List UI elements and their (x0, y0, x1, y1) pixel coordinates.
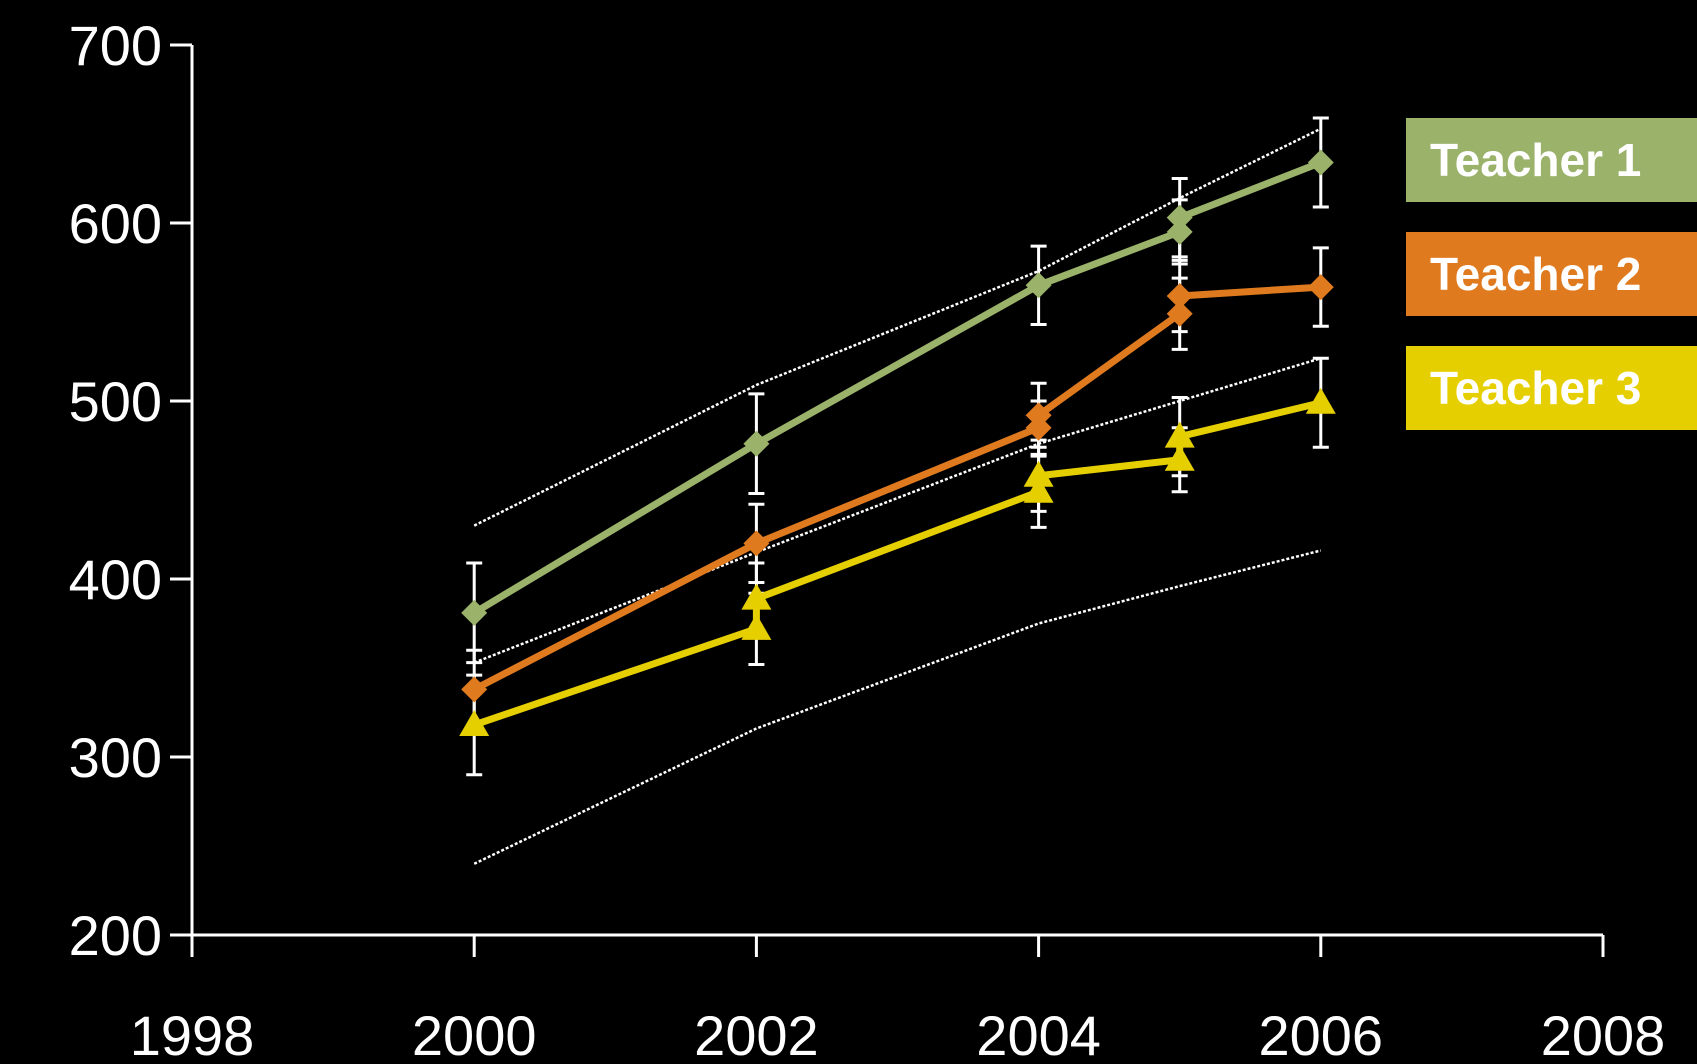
x-tick-label: 2002 (694, 1004, 819, 1064)
x-tick-label: 2004 (976, 1004, 1101, 1064)
y-tick-label: 300 (69, 726, 162, 789)
legend-entry: Teacher 3 (1406, 346, 1697, 430)
data-point (1166, 204, 1193, 231)
data-point (459, 709, 490, 736)
legend-entry: Teacher 1 (1406, 118, 1697, 202)
data-point (741, 613, 772, 640)
error-bars (466, 116, 1329, 777)
data-point (1025, 402, 1052, 429)
series-line (473, 399, 1322, 729)
y-tick-label: 200 (69, 904, 162, 967)
reference-line (473, 357, 1322, 664)
data-point (1166, 300, 1193, 327)
data-point (1023, 460, 1054, 487)
data-point (1025, 272, 1052, 299)
data-point (1023, 476, 1054, 503)
reference-lines (473, 127, 1322, 865)
data-point (743, 530, 770, 557)
x-tick-label: 2008 (1541, 1004, 1666, 1064)
data-point (1305, 387, 1336, 414)
reference-line (473, 549, 1322, 865)
data-markers (459, 149, 1336, 736)
data-point (1166, 218, 1193, 245)
data-point (1166, 282, 1193, 309)
data-point (1164, 421, 1195, 448)
x-tick-label: 1998 (130, 1004, 255, 1064)
y-tick-label: 700 (69, 14, 162, 77)
reference-line (473, 127, 1322, 527)
data-point (461, 676, 488, 703)
series-lines (472, 159, 1323, 729)
data-point (461, 599, 488, 626)
tick-labels: 200 300 400 500 600 700 1998 2000 2002 2004 2006 20… (69, 14, 1666, 1064)
data-point (1307, 274, 1334, 301)
data-point (1307, 149, 1334, 176)
legend-entry: Teacher 2 (1406, 232, 1697, 316)
y-tick-label: 400 (69, 548, 162, 611)
x-tick-label: 2000 (412, 1004, 537, 1064)
series-line (472, 159, 1323, 616)
data-point (743, 430, 770, 457)
y-tick-label: 500 (69, 370, 162, 433)
series-line (472, 283, 1322, 693)
data-point (1164, 444, 1195, 471)
x-tick-label: 2006 (1259, 1004, 1384, 1064)
y-tick-label: 600 (69, 192, 162, 255)
axes (170, 45, 1603, 937)
data-point (741, 583, 772, 610)
